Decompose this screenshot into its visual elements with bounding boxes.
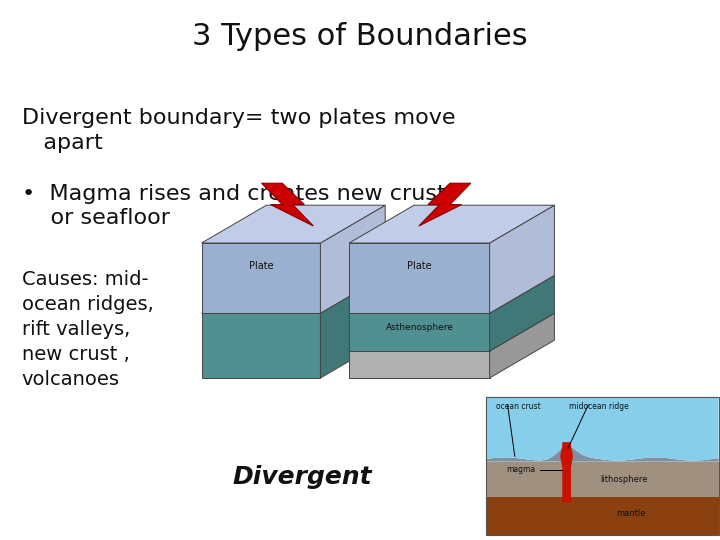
Text: mantle: mantle [616, 509, 646, 518]
Text: magma: magma [506, 465, 535, 474]
Text: Asthenosphere: Asthenosphere [385, 322, 454, 332]
Polygon shape [349, 243, 490, 313]
Polygon shape [320, 205, 385, 313]
Polygon shape [486, 497, 719, 535]
Text: midocean ridge: midocean ridge [570, 402, 629, 411]
Polygon shape [486, 447, 719, 462]
Text: Plate: Plate [407, 261, 432, 271]
Text: Causes: mid-
ocean ridges,
rift valleys,
new crust ,
volcanoes: Causes: mid- ocean ridges, rift valleys,… [22, 270, 153, 389]
Text: Plate: Plate [248, 261, 274, 271]
Polygon shape [202, 243, 320, 313]
Polygon shape [490, 205, 554, 313]
Polygon shape [486, 397, 719, 461]
Polygon shape [349, 205, 554, 243]
Text: lithosphere: lithosphere [600, 475, 647, 484]
Polygon shape [349, 351, 490, 378]
Polygon shape [560, 442, 573, 502]
Bar [486, 397, 719, 535]
Polygon shape [202, 313, 320, 378]
Polygon shape [486, 462, 719, 497]
Text: Divergent boundary= two plates move
   apart: Divergent boundary= two plates move apar… [22, 108, 455, 153]
Polygon shape [419, 183, 471, 226]
Polygon shape [261, 183, 313, 226]
Polygon shape [202, 205, 385, 243]
Text: 3 Types of Boundaries: 3 Types of Boundaries [192, 22, 528, 51]
Text: ocean crust: ocean crust [496, 402, 541, 411]
Text: Divergent: Divergent [233, 465, 372, 489]
Polygon shape [202, 275, 385, 313]
Polygon shape [349, 313, 554, 351]
Polygon shape [320, 275, 385, 378]
Polygon shape [349, 275, 554, 313]
Polygon shape [349, 313, 490, 351]
Polygon shape [490, 313, 554, 378]
Polygon shape [490, 275, 554, 351]
Text: •  Magma rises and creates new crust
    or seafloor: • Magma rises and creates new crust or s… [22, 184, 446, 228]
